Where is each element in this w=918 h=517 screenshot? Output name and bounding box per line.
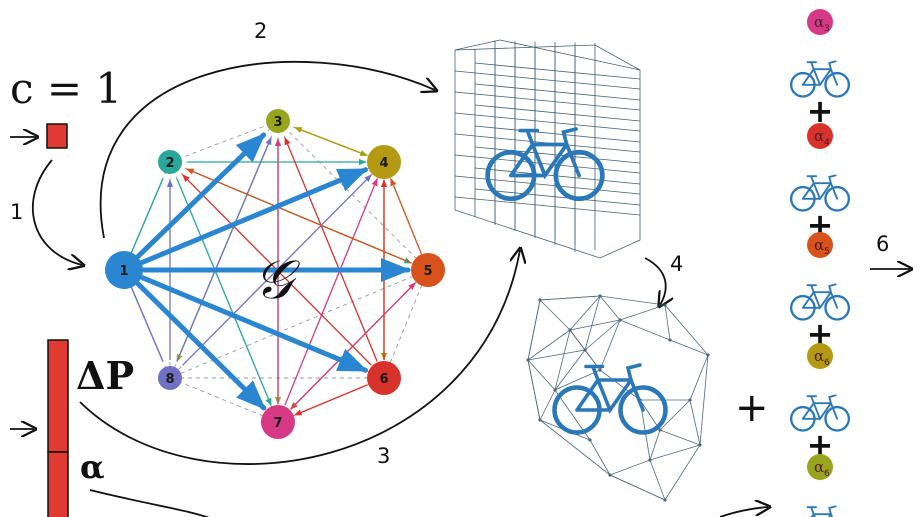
bike-thumbnail [789,505,851,517]
directed-edge-6-7 [293,384,368,416]
graph-node-label: 2 [165,156,174,171]
graph-node-1: 1 [105,251,143,289]
weight-subscript: 6 [824,469,830,479]
voxel-grid-bike [454,39,641,259]
delta-p-input-bar [47,339,69,453]
strong-edge-1-7 [135,281,267,411]
weight-symbol: α [814,458,824,476]
directed-edge-4-3 [294,126,368,157]
graph-node-label: 8 [165,372,174,387]
delta-p-label: ΔP [76,353,134,398]
step-4-arrow [644,257,666,305]
weight-item-2: α 4+ [789,123,851,244]
step-4-label: 4 [670,252,683,276]
graph-node-label: 6 [379,372,388,387]
step-2-label: 2 [254,19,267,43]
graph-node-label: 3 [273,115,282,130]
graph-edge-7-8 [169,377,279,423]
weight-symbol: α [814,236,824,254]
weight-badge [807,123,833,149]
weight-subscript: 4 [824,138,830,148]
condition-label: c = 1 [10,64,122,113]
graph-node-3: 3 [266,109,290,133]
graph-node-label: 4 [379,156,388,171]
directed-edge-6-3 [284,136,378,362]
directed-edge-5-4 [390,177,422,254]
step-6-label: 6 [876,232,889,256]
weight-symbol: α [814,127,824,145]
weight-badge [807,232,833,258]
weight-subscript: 3 [824,24,830,34]
graph-node-8: 8 [158,366,182,390]
graph-edge-2-3 [169,120,279,163]
directed-edge-8-3 [176,136,272,362]
step-3-arrow [79,250,520,465]
directed-edge-2-7 [176,178,272,407]
graph-node-4: 4 [367,145,401,179]
condition-input-box [46,123,68,149]
strong-edge-1-6 [139,275,369,373]
step-1-arrow [31,159,82,265]
directed-edge-7-4 [284,177,378,406]
weighted-bike-stack: α 3+α 4+α 5+α 6+α 6 [789,9,851,517]
deformed-cage-bike [526,294,710,502]
weight-item-3: α 5+ [789,232,851,353]
directed-edge-5-2 [185,168,412,264]
weight-symbol: α [814,347,824,365]
graph-g: 1 2 3 4 5 6 7 8 [105,109,445,439]
graph-node-7: 7 [261,405,295,439]
graph-node-label: 5 [423,264,432,279]
strong-edge-1-3 [135,132,267,259]
step-3-label: 3 [377,444,390,468]
step-1-label: 1 [10,200,23,224]
graph-node-label: 1 [119,264,128,279]
graph-edge-1-2 [130,178,164,254]
graph-node-label: 7 [273,416,282,431]
graph-node-2: 2 [158,150,182,174]
alpha-path-arrow [89,489,768,517]
weight-badge [807,343,833,369]
alpha-label: α [80,448,105,486]
weight-subscript: 6 [824,358,830,368]
step-2-arrow [99,61,435,239]
graph-edge-1-8 [130,286,164,362]
weight-symbol: α [814,13,824,31]
graph-edge-3-5 [277,120,429,271]
graph-edge-5-6 [383,269,429,379]
strong-edge-1-4 [139,167,369,265]
graph-symbol: 𝒢 [254,248,301,311]
weight-badge [807,454,833,480]
graph-node-5: 5 [411,253,445,287]
weight-subscript: 5 [824,247,830,257]
plus-sign-combine: + [735,385,769,431]
weight-item-1: α 3+ [789,9,851,130]
alpha-input-bar [47,451,69,517]
weight-item-4: α 6+ [789,343,851,464]
graph-node-6: 6 [367,361,401,395]
weight-badge [807,9,833,35]
